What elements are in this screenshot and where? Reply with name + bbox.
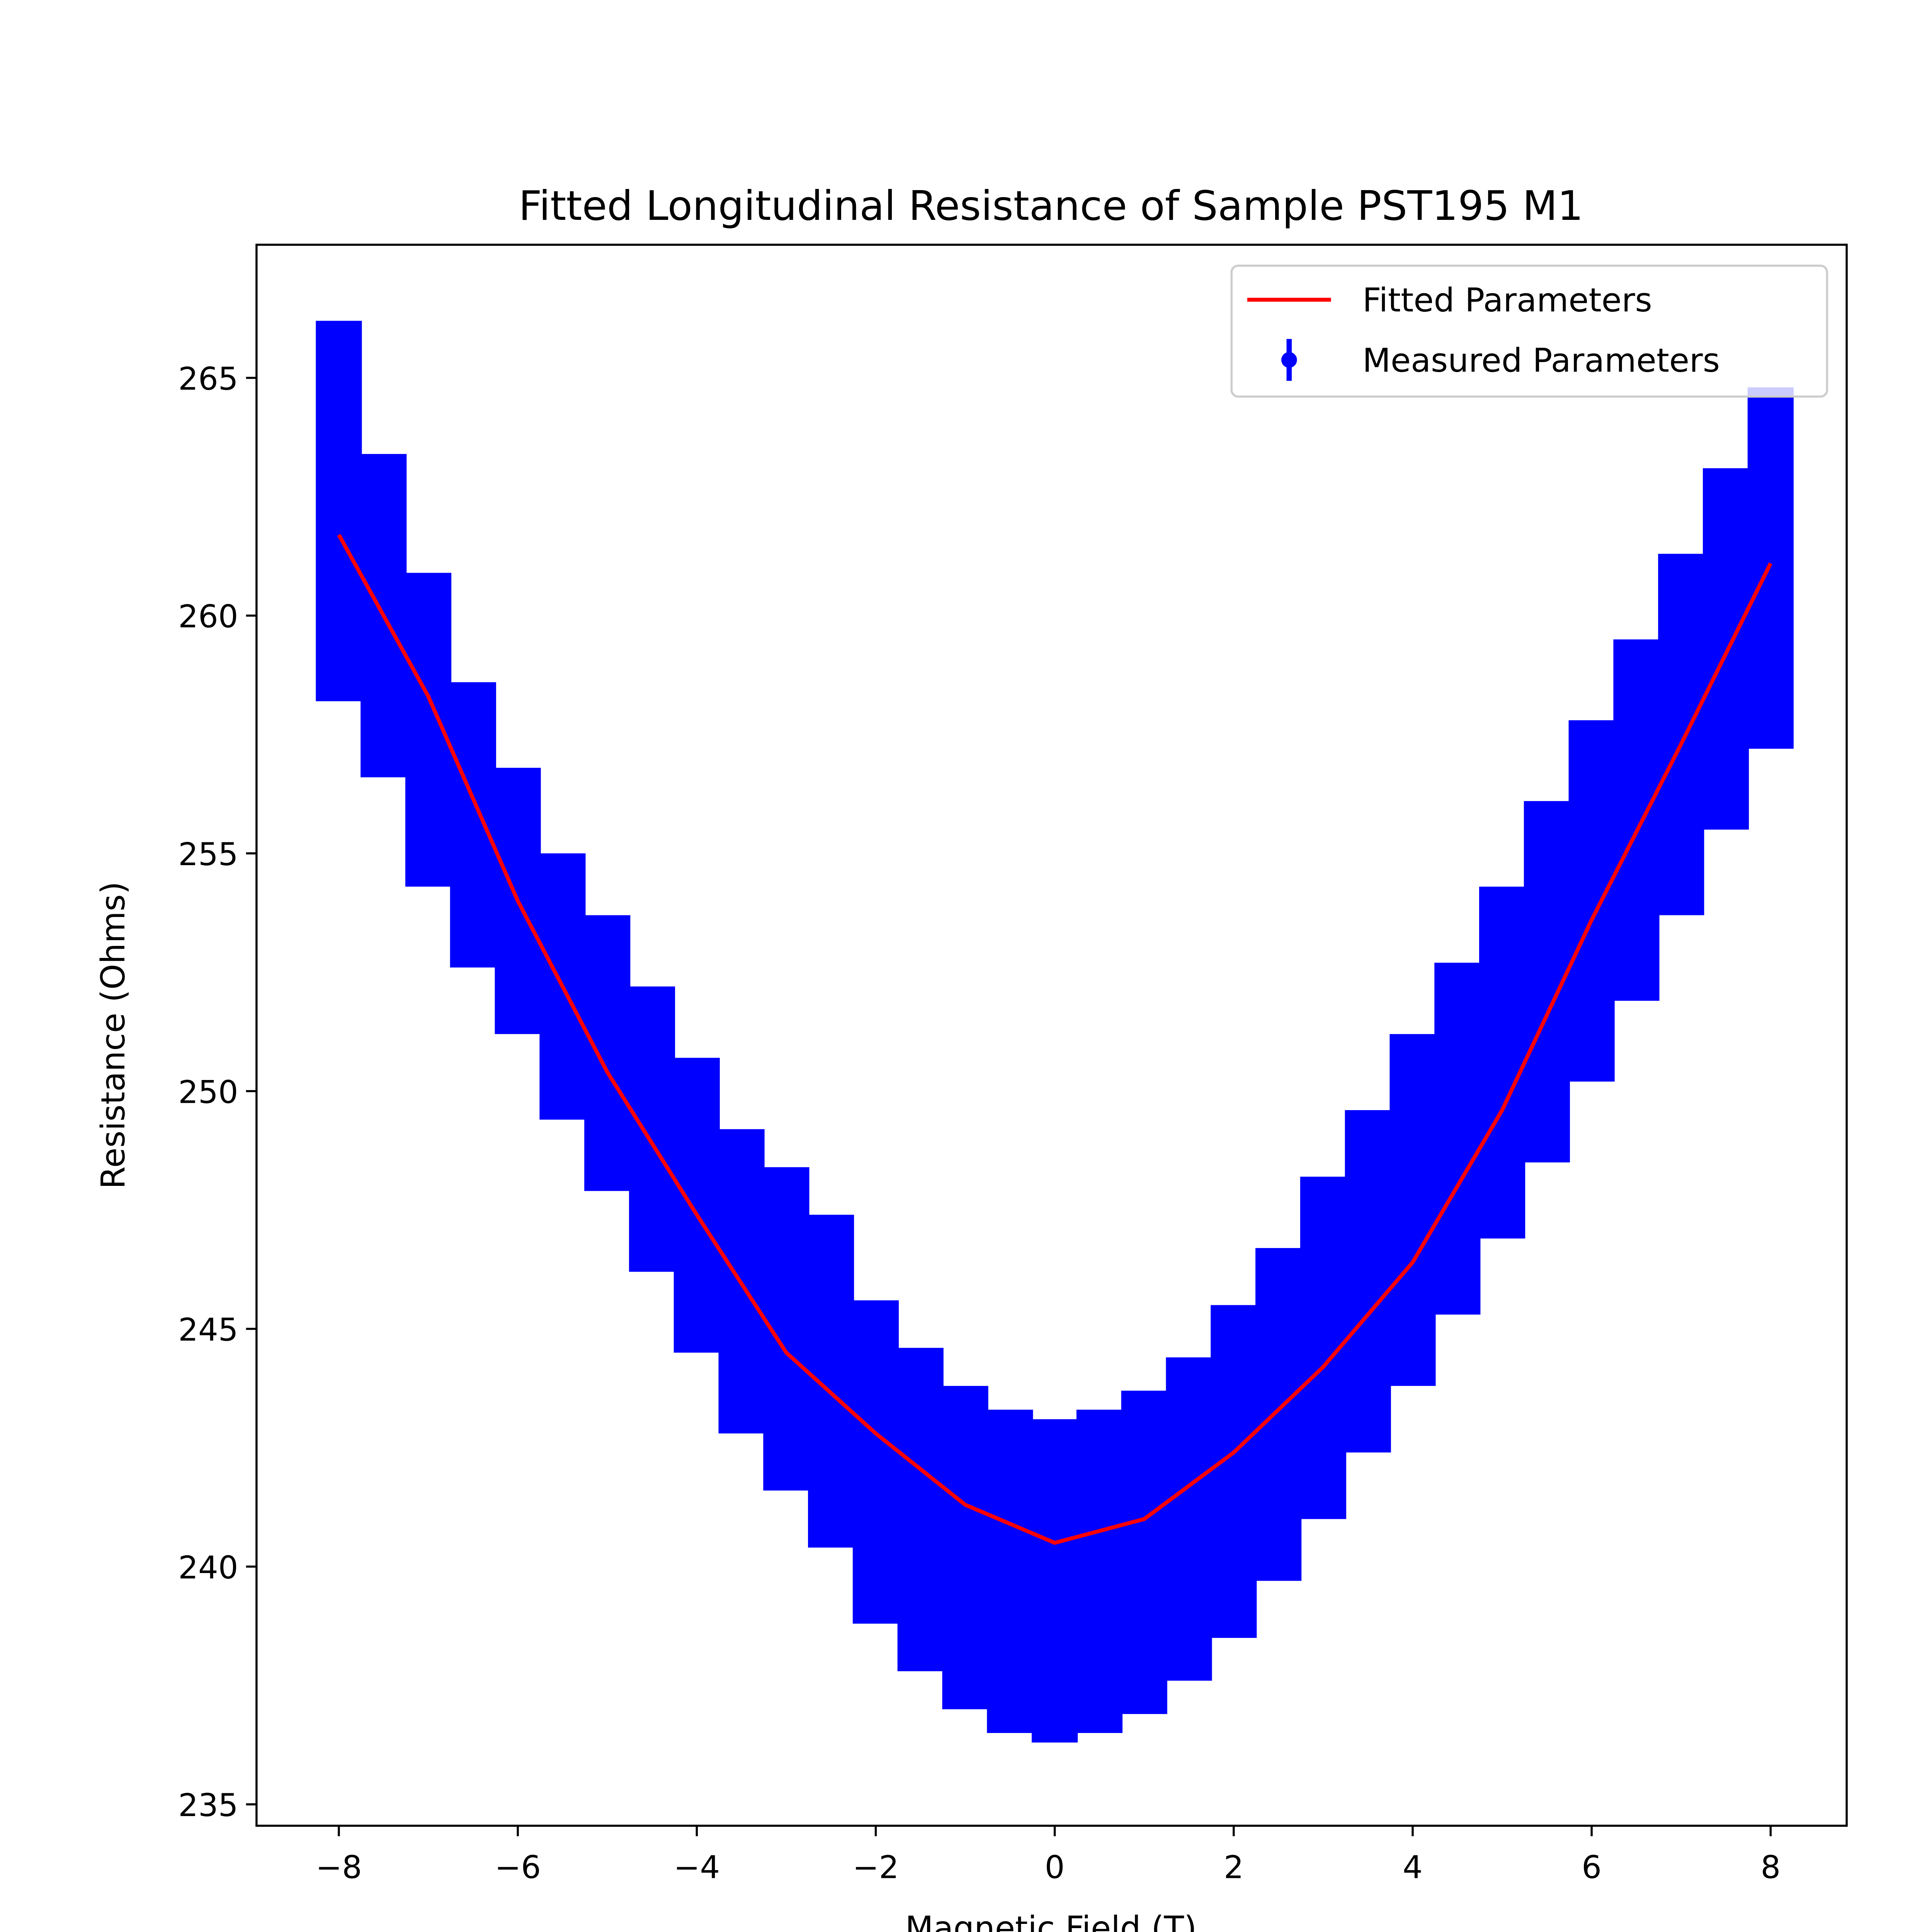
- data-point: [465, 817, 481, 833]
- y-axis-label: Resistance (Ohms): [94, 881, 132, 1189]
- data-point: [823, 1373, 839, 1389]
- data-point: [1583, 893, 1600, 909]
- x-tick-label: −4: [673, 1849, 720, 1886]
- y-tick-label: 250: [178, 1074, 238, 1111]
- data-point: [1315, 1340, 1331, 1356]
- legend-marker: [1281, 352, 1297, 368]
- y-tick-label: 235: [178, 1787, 238, 1824]
- chart-title: Fitted Longitudinal Resistance of Sample…: [519, 182, 1583, 230]
- y-tick-label: 255: [178, 837, 238, 873]
- axes-frame: [255, 243, 1848, 1827]
- data-point: [1002, 1563, 1018, 1579]
- data-point: [1226, 1463, 1242, 1480]
- data-point: [868, 1454, 884, 1470]
- data-point: [420, 722, 436, 738]
- data-point: [1270, 1406, 1286, 1422]
- legend-label: Measured Parameters: [1362, 341, 1720, 379]
- fit-line: [337, 534, 1772, 1545]
- data-point: [1047, 1573, 1063, 1589]
- data-point: [1136, 1544, 1152, 1560]
- x-tick-label: 2: [1224, 1849, 1244, 1886]
- data-point: [1405, 1202, 1421, 1218]
- y-tick-label: 245: [178, 1312, 238, 1349]
- data-point: [778, 1321, 794, 1337]
- data-point: [912, 1502, 929, 1517]
- data-point: [1449, 1131, 1466, 1147]
- x-tick-label: 6: [1582, 1849, 1602, 1886]
- x-tick-label: −8: [316, 1849, 362, 1886]
- data-point: [1494, 1054, 1510, 1071]
- y-tick-label: 260: [178, 599, 238, 635]
- data-point: [1539, 974, 1555, 990]
- y-tick-label: 265: [178, 361, 238, 397]
- data-point: [1360, 1273, 1376, 1289]
- data-point: [599, 1045, 616, 1061]
- legend-label: Fitted Parameters: [1362, 281, 1652, 319]
- x-tick-label: 8: [1760, 1849, 1781, 1886]
- legend: Fitted Parameters Measured Parameters: [1230, 264, 1828, 398]
- x-tick-label: −2: [853, 1849, 899, 1886]
- data-point: [1181, 1511, 1197, 1527]
- data-point: [644, 1121, 660, 1137]
- y-tick-label: 240: [178, 1550, 238, 1586]
- x-tick-label: 4: [1403, 1849, 1423, 1886]
- plot-area: [316, 321, 1794, 1743]
- x-tick-label: 0: [1045, 1849, 1065, 1886]
- data-point: [957, 1539, 973, 1556]
- data-point: [331, 503, 347, 519]
- data-point: [1092, 1563, 1107, 1579]
- legend-box: [1230, 264, 1828, 398]
- x-tick-label: −6: [495, 1849, 541, 1886]
- x-axis-label: Magnetic Field (T): [905, 1909, 1197, 1932]
